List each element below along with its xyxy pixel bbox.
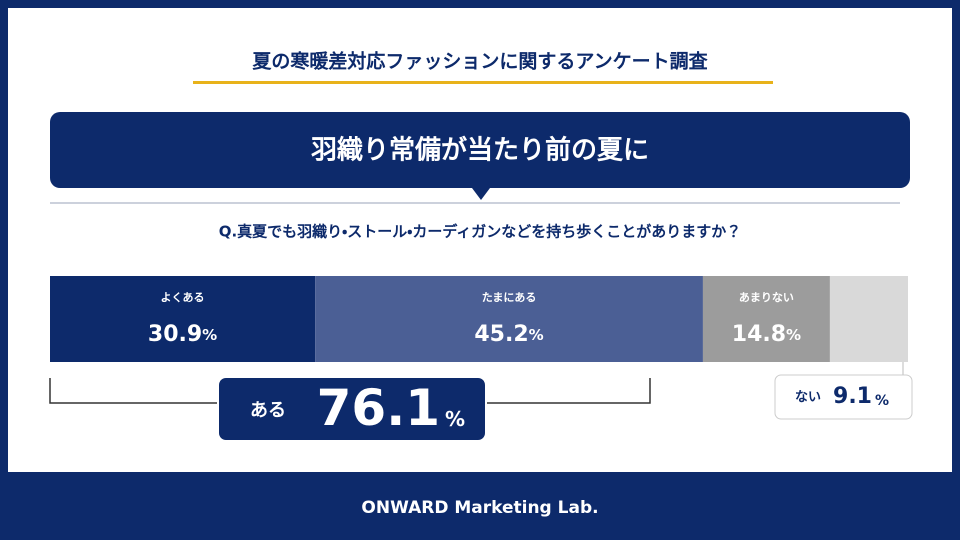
segment-value: 14.8% <box>732 322 801 347</box>
summary-number: 76.1 <box>317 379 440 437</box>
callout-box <box>774 374 913 420</box>
callout-value: 9.1 <box>833 384 872 409</box>
unit: % <box>445 407 465 431</box>
footer: ONWARD Marketing Lab. <box>361 498 598 518</box>
segment-label: あまりない <box>739 291 794 304</box>
unit: % <box>786 326 801 344</box>
headline-box <box>50 112 910 188</box>
summary-label: ある <box>250 400 286 421</box>
segment-label: よくある <box>161 291 205 304</box>
unit: % <box>875 393 889 409</box>
callout-label: ない <box>795 390 821 405</box>
segment-value: 45.2% <box>474 322 543 347</box>
data-label: 30.9 <box>148 322 202 347</box>
data-label: 9.1 <box>833 384 872 409</box>
legend-entry: ない <box>795 390 821 405</box>
headline-pointer <box>472 188 490 200</box>
unit: % <box>529 326 544 344</box>
bar-segment <box>315 276 703 362</box>
data-label: 14.8 <box>732 322 786 347</box>
bar-segment <box>50 276 316 362</box>
segment-label: たまにある <box>482 291 537 304</box>
unit: % <box>202 326 217 344</box>
summary-unit: % <box>445 407 465 431</box>
data-label: 45.2 <box>474 322 528 347</box>
bar-segment <box>702 276 830 362</box>
callout-unit: % <box>875 393 889 409</box>
summary-box <box>217 376 487 442</box>
title-underline <box>193 81 773 84</box>
segment-value: 30.9% <box>148 322 217 347</box>
bar-segment <box>829 276 908 362</box>
headline: 羽織り常備が当たり前の夏に <box>311 135 649 166</box>
summary-label-text: ある <box>250 400 286 421</box>
title: 夏の寒暖差対応ファッションに関するアンケート調査 <box>252 50 708 73</box>
summary-value: 76.1 <box>317 379 440 437</box>
question: Q.真夏でも羽織り・ストール・カーディガンなどを持ち歩くことがありますか？ <box>219 223 742 241</box>
